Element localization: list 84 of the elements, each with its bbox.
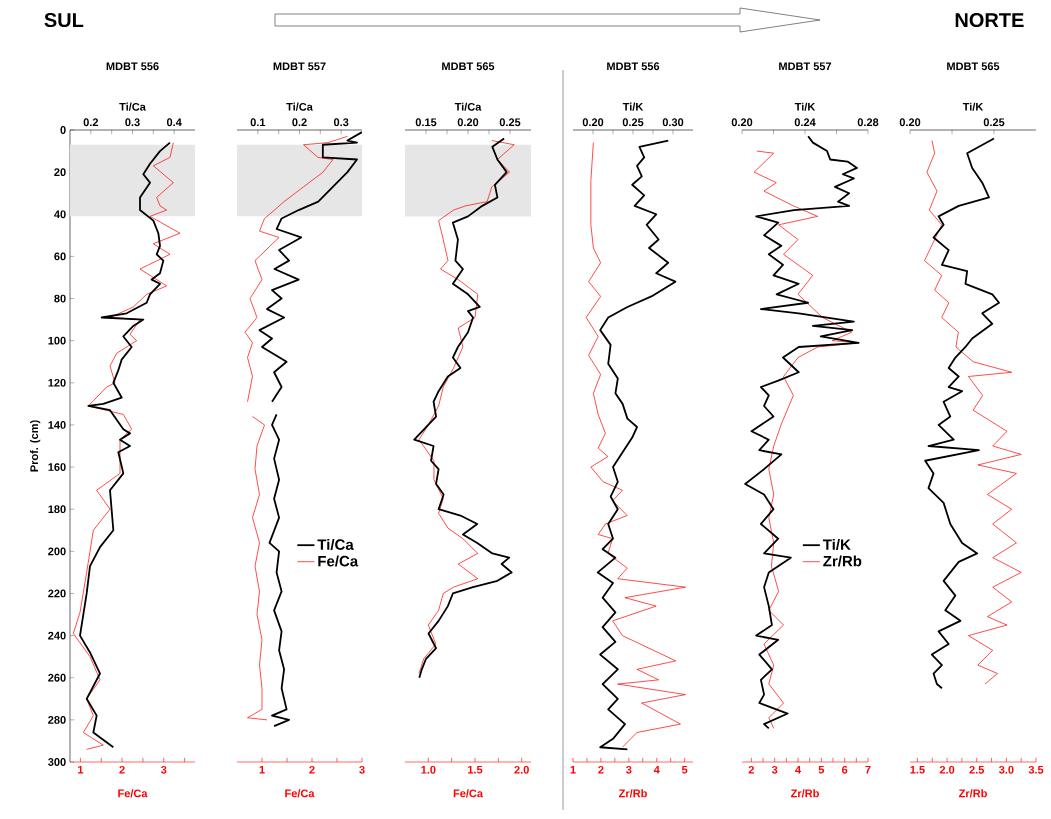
x2-axis-title: Ti/Ca <box>454 102 482 111</box>
legend-label: Ti/Ca <box>317 538 354 551</box>
x2-tick-label: 0.1 <box>250 118 266 127</box>
y-tick-label: 240 <box>48 631 66 640</box>
chart-title: MDBT 557 <box>779 62 832 71</box>
y-tick-label: 20 <box>54 168 66 177</box>
x-tick-label: 1 <box>570 765 576 774</box>
x2-tick-label: 0.25 <box>983 118 1005 127</box>
x2-tick-label: 0.2 <box>292 118 307 127</box>
x-axis-title: Fe/Ca <box>453 789 484 798</box>
x-tick-label: 5 <box>818 765 825 774</box>
x-tick-label: 2.0 <box>514 765 529 774</box>
x-axis-title: Zr/Rb <box>618 789 647 798</box>
x2-axis-title: Ti/K <box>794 102 816 111</box>
x2-tick-label: 0.20 <box>457 118 479 127</box>
x-tick-label: 3 <box>160 765 167 774</box>
x-tick-label: 1.0 <box>421 765 436 774</box>
x-tick-label: 1 <box>259 765 265 774</box>
chart-title: MDBT 556 <box>607 62 660 71</box>
y-tick-label: 260 <box>48 673 66 682</box>
x-tick-label: 7 <box>865 765 871 774</box>
x-axis-title: Zr/Rb <box>958 789 987 798</box>
x-tick-label: 1 <box>78 765 84 774</box>
x-axis-title: Zr/Rb <box>790 789 819 798</box>
y-tick-label: 100 <box>48 336 66 345</box>
x2-tick-label: 0.25 <box>499 118 521 127</box>
x-tick-label: 2 <box>598 765 604 774</box>
x-tick-label: 3 <box>359 765 365 774</box>
x2-tick-label: 0.28 <box>857 118 879 127</box>
y-tick-label: 220 <box>48 589 66 598</box>
chart-title: MDBT 556 <box>106 62 159 71</box>
x-tick-label: 2 <box>309 765 315 774</box>
y-tick-label: 40 <box>54 210 66 219</box>
x2-tick-label: 0.15 <box>415 118 437 127</box>
x2-tick-label: 0.24 <box>794 118 816 127</box>
x-axis-title: Fe/Ca <box>285 789 315 798</box>
y-tick-label: 300 <box>48 758 66 766</box>
x2-tick-label: 0.30 <box>662 118 684 127</box>
y-axis-title: Prof. (cm) <box>30 420 41 472</box>
y-tick-label: 60 <box>54 252 66 261</box>
text: SUL <box>44 12 84 28</box>
x2-tick-label: 0.4 <box>166 118 182 127</box>
legend-label: Ti/K <box>822 538 851 551</box>
x-tick-label: 3.0 <box>998 765 1014 774</box>
y-tick-label: 120 <box>48 378 66 387</box>
x2-axis-title: Ti/Ca <box>286 102 313 111</box>
x-tick-label: 3 <box>771 765 778 774</box>
x2-tick-label: 0.20 <box>731 118 753 127</box>
chart-title: MDBT 557 <box>273 62 326 71</box>
x-tick-label: 1.5 <box>468 765 483 774</box>
x-tick-label: 4 <box>795 765 801 774</box>
x-tick-label: 3 <box>626 765 632 774</box>
chart-title: MDBT 565 <box>947 62 1000 71</box>
legend-label: Fe/Ca <box>318 555 359 567</box>
x2-tick-label: 0.3 <box>333 118 349 127</box>
x-tick-label: 1.5 <box>910 765 925 774</box>
x2-tick-label: 0.3 <box>125 118 140 127</box>
x-tick-label: 2.0 <box>939 765 955 774</box>
x-tick-label: 3.5 <box>1028 765 1044 774</box>
line-series <box>72 142 181 750</box>
y-tick-label: 140 <box>48 421 66 429</box>
x-tick-label: 2 <box>119 765 125 774</box>
y-tick-label: 80 <box>54 294 66 303</box>
x2-tick-label: 0.25 <box>622 118 644 127</box>
x-tick-label: 5 <box>681 765 688 774</box>
x-axis-title: Fe/Ca <box>118 789 148 798</box>
x2-axis-title: Ti/K <box>622 102 644 111</box>
x-tick-label: 2.5 <box>969 765 985 774</box>
y-tick-label: 280 <box>48 715 66 724</box>
x-tick-label: 2 <box>748 765 754 774</box>
legend-label: Zr/Rb <box>823 555 862 567</box>
y-tick-label: 0 <box>60 126 66 134</box>
y-tick-label: 180 <box>48 505 66 514</box>
x2-axis-title: Ti/Ca <box>119 102 146 111</box>
x2-tick-label: 0.2 <box>83 118 99 127</box>
x2-tick-label: 0.20 <box>899 118 921 127</box>
y-tick-label: 160 <box>48 463 66 471</box>
y-tick-label: 200 <box>48 547 66 556</box>
x-tick-label: 4 <box>653 765 660 774</box>
x2-axis-title: Ti/K <box>962 102 984 111</box>
x2-tick-label: 0.20 <box>582 118 604 127</box>
chart-title: MDBT 565 <box>442 62 495 71</box>
text: NORTE <box>955 12 1024 28</box>
x-tick-label: 6 <box>842 765 848 774</box>
